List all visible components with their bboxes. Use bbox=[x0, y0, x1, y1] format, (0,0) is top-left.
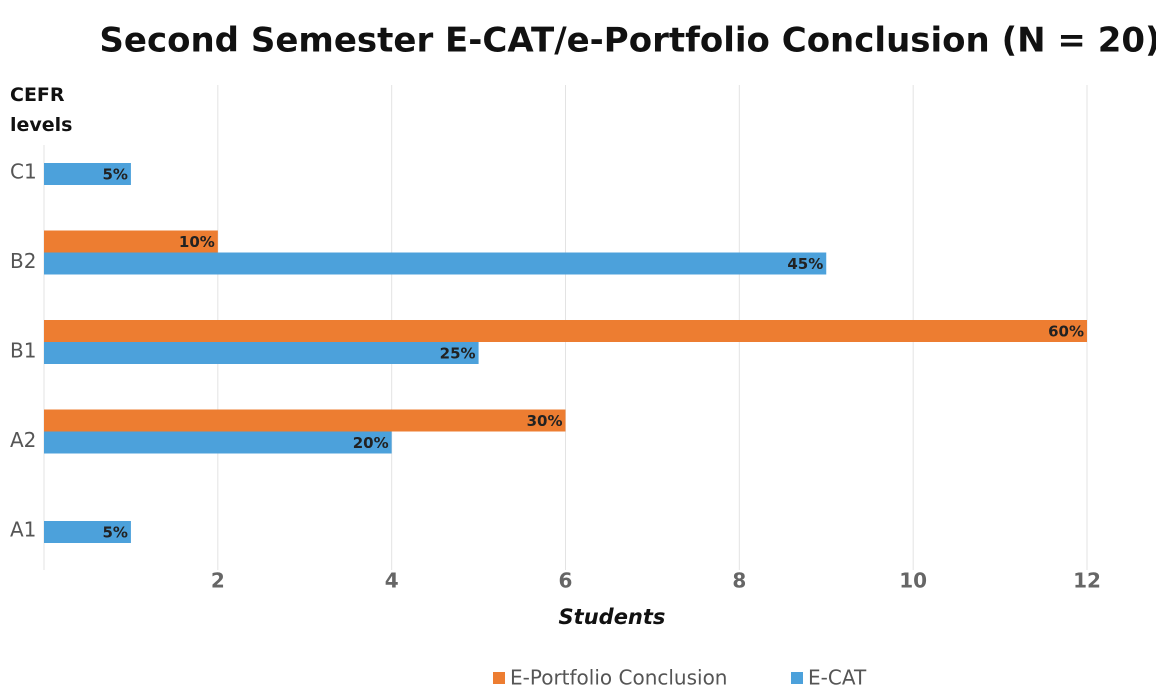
legend-swatch bbox=[791, 672, 803, 684]
x-tick-label: 12 bbox=[1073, 569, 1101, 593]
y-tick-label: B2 bbox=[10, 249, 36, 273]
y-tick-label: C1 bbox=[10, 160, 37, 184]
bar bbox=[44, 230, 218, 253]
data-label: 45% bbox=[787, 255, 823, 273]
legend-label: E-Portfolio Conclusion bbox=[510, 666, 727, 689]
data-label: 5% bbox=[102, 166, 127, 184]
data-label: 10% bbox=[179, 233, 215, 251]
bar bbox=[44, 409, 566, 432]
y-tick-label: A1 bbox=[10, 518, 36, 542]
y-tick-label: B1 bbox=[10, 339, 36, 363]
bar bbox=[44, 252, 827, 275]
y-axis-label: CEFR levels bbox=[10, 84, 73, 136]
data-label: 25% bbox=[440, 345, 476, 363]
y-tick-label: A2 bbox=[10, 428, 36, 452]
data-label: 60% bbox=[1048, 323, 1084, 341]
x-tick-label: 10 bbox=[899, 569, 927, 593]
data-label: 20% bbox=[353, 434, 389, 452]
x-axis-label: Students bbox=[559, 605, 666, 629]
data-label: 5% bbox=[102, 524, 127, 542]
x-tick-label: 2 bbox=[211, 569, 225, 593]
x-tick-label: 4 bbox=[385, 569, 399, 593]
x-tick-label: 8 bbox=[732, 569, 746, 593]
bar bbox=[44, 163, 131, 185]
x-tick-label: 6 bbox=[559, 569, 573, 593]
bar bbox=[44, 521, 131, 543]
bar bbox=[44, 320, 1087, 342]
bar bbox=[44, 431, 392, 454]
data-label: 30% bbox=[527, 412, 563, 430]
legend-swatch bbox=[493, 672, 505, 684]
bar bbox=[44, 342, 479, 364]
legend-label: E-CAT bbox=[808, 666, 867, 689]
chart-title: Second Semester E-CAT/e-Portfolio Conclu… bbox=[99, 21, 1156, 61]
